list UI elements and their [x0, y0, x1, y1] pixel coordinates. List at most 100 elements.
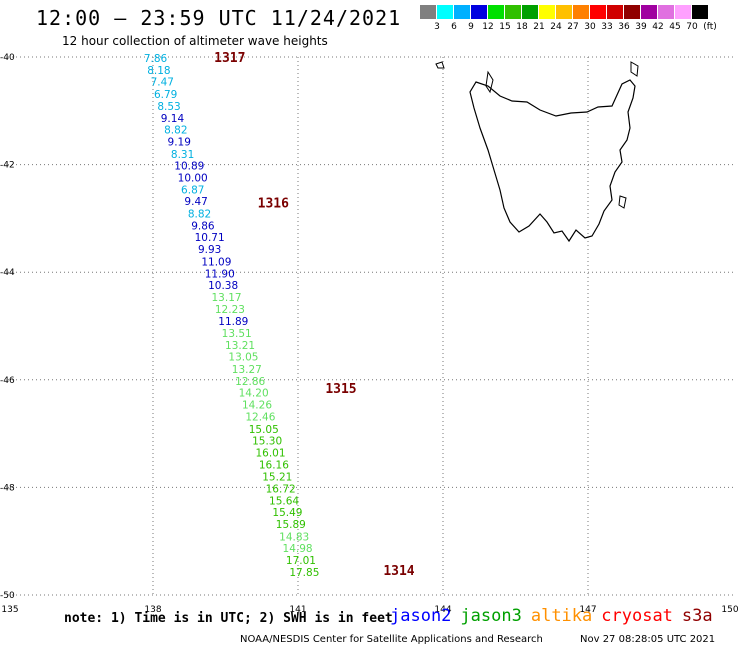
swh-value-label: 9.14 [161, 113, 185, 125]
pass-number-label: 1315 [325, 382, 356, 397]
pass-number-label: 1316 [258, 196, 289, 211]
swh-value-label: 12.46 [245, 411, 275, 423]
swh-value-label: 9.47 [184, 196, 207, 208]
longitude-label: 147 [579, 605, 596, 615]
legend-labels: 3 6 9 12 15 18 21 24 27 30 33 36 39 42 45 70 (ft) [420, 19, 730, 33]
island-coastline [618, 195, 627, 209]
latitude-label: -46 [0, 376, 15, 386]
swh-value-label: 15.49 [272, 507, 302, 519]
legend-swatch [607, 5, 624, 19]
swh-value-label: 15.30 [252, 436, 282, 448]
swh-value-label: 7.86 [144, 53, 168, 65]
legend-swatch [590, 5, 607, 19]
swh-value-label: 13.51 [222, 328, 252, 340]
footer-timestamp: Nov 27 08:28:05 UTC 2021 [580, 634, 716, 645]
legend-tick-label: 21 [533, 22, 545, 32]
note-text: note: 1) Time is in UTC; 2) SWH is in fe… [64, 611, 393, 626]
legend-swatch [658, 5, 675, 19]
legend-swatch [692, 5, 709, 19]
observation-points: 7.868.187.476.798.539.148.829.198.3110.8… [144, 53, 320, 579]
latitude-label: -42 [0, 161, 15, 171]
swh-value-label: 16.16 [259, 459, 289, 471]
legend-tick-label: 12 [482, 22, 494, 32]
pass-number-label: 1317 [214, 51, 245, 66]
legend-swatch [420, 5, 437, 19]
legend-tick-label: 30 [584, 22, 596, 32]
swh-value-label: 14.26 [242, 400, 272, 412]
latitude-label: -40 [0, 53, 15, 63]
island-coastline [630, 61, 639, 77]
swh-value-label: 9.19 [168, 136, 191, 148]
swh-value-label: 11.09 [201, 256, 231, 268]
chart-subtitle: 12 hour collection of altimeter wave hei… [62, 34, 328, 48]
island-coastline [435, 61, 445, 69]
swh-value-label: 15.89 [276, 519, 306, 531]
longitude-label: 150 [721, 605, 738, 615]
legend-swatch [624, 5, 641, 19]
chart-title: 12:00 – 23:59 UTC 11/24/2021 [36, 6, 402, 30]
swh-value-label: 17.01 [286, 555, 316, 567]
swh-value-label: 8.82 [164, 125, 187, 137]
tasmania-coastline [469, 79, 636, 243]
swh-value-label: 13.05 [228, 352, 258, 364]
legend-swatch [454, 5, 471, 19]
latitude-label: -50 [0, 591, 15, 601]
swh-value-label: 11.89 [218, 316, 248, 328]
swh-value-label: 10.38 [208, 280, 238, 292]
lat-lon-grid [8, 56, 733, 596]
swh-value-label: 13.17 [212, 292, 242, 304]
legend-tick-label: 45 [669, 22, 681, 32]
swh-value-label: 10.00 [178, 173, 208, 185]
footer-credit: NOAA/NESDIS Center for Satellite Applica… [240, 634, 543, 645]
legend-swatch [556, 5, 573, 19]
legend-swatch [641, 5, 658, 19]
legend-tick-label: 9 [468, 22, 474, 32]
satellite-jason2-label: jason2 [390, 606, 452, 626]
legend-tick-label: 15 [499, 22, 511, 32]
swh-value-label: 11.90 [205, 268, 235, 280]
swh-value-label: 7.47 [151, 77, 174, 89]
legend-swatch [505, 5, 522, 19]
axis-labels: -40 -42 -44 -46 -48 -50 135 138 141 144 147 150 [0, 53, 739, 615]
pass-labels: 1317 1316 1315 1314 [214, 51, 415, 579]
satellite-altika-label: altika [530, 606, 593, 626]
swh-value-label: 15.21 [262, 472, 292, 484]
swh-value-label: 12.23 [215, 304, 245, 316]
legend-swatch [471, 5, 488, 19]
swh-value-label: 13.21 [225, 340, 255, 352]
swh-value-label: 16.01 [255, 447, 285, 459]
color-scale-legend: 3 6 9 12 15 18 21 24 27 30 33 36 39 42 45 70 (ft) [420, 5, 730, 35]
legend-tick-label: 42 [652, 22, 664, 32]
swh-value-label: 15.64 [269, 495, 299, 507]
swh-value-label: 9.86 [191, 220, 215, 232]
legend-unit-label: (ft) [703, 22, 717, 32]
legend-tick-label: 24 [550, 22, 562, 32]
island-coastline [485, 70, 494, 94]
swh-value-label: 10.71 [195, 232, 225, 244]
legend-tick-label: 36 [618, 22, 630, 32]
legend-tick-label: 33 [601, 22, 613, 32]
swh-value-label: 8.31 [171, 149, 194, 161]
swh-value-label: 14.98 [283, 543, 313, 555]
swh-value-label: 13.27 [232, 364, 262, 376]
footer: NOAA/NESDIS Center for Satellite Applica… [240, 634, 715, 645]
swh-value-label: 12.86 [235, 376, 265, 388]
latitude-label: -48 [0, 483, 15, 493]
longitude-label: 144 [434, 605, 451, 615]
longitude-label: 135 [1, 605, 18, 615]
swh-value-label: 17.85 [289, 567, 319, 579]
swh-value-label: 15.05 [249, 424, 279, 436]
legend-swatch [437, 5, 454, 19]
legend-swatch [488, 5, 505, 19]
legend-swatches [420, 5, 730, 19]
legend-tick-label: 3 [434, 22, 440, 32]
swh-value-label: 10.89 [174, 161, 204, 173]
swh-value-label: 6.87 [181, 184, 204, 196]
legend-tick-label: 70 [686, 22, 698, 32]
pass-number-label: 1314 [383, 564, 414, 579]
legend-tick-label: 27 [567, 22, 579, 32]
satellite-legend: jason2 jason3 altika cryosat s3a [390, 606, 722, 626]
legend-tick-label: 39 [635, 22, 647, 32]
legend-swatch [539, 5, 556, 19]
swh-value-label: 6.79 [154, 89, 177, 101]
